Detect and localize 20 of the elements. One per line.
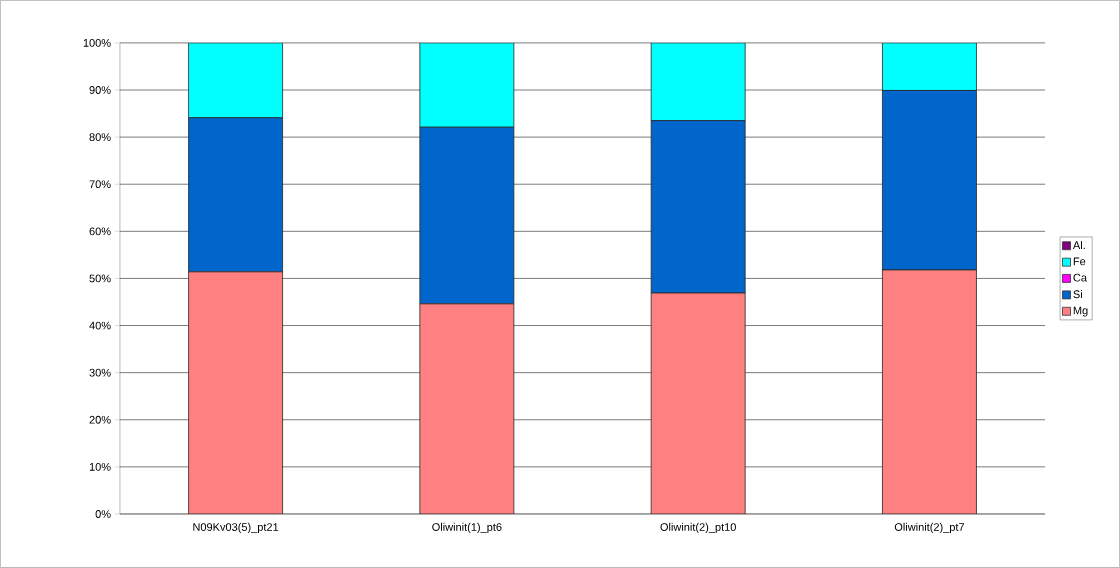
x-tick-label: Oliwinit(2)_pt7	[894, 522, 965, 534]
x-tick-label: Oliwinit(2)_pt10	[660, 522, 736, 534]
y-tick-label: 40%	[89, 321, 111, 330]
y-tick-label: 60%	[89, 227, 111, 236]
y-tick-label: 90%	[89, 86, 111, 94]
y-tick-label: 20%	[89, 415, 111, 424]
y-tick-label: 0%	[95, 510, 111, 518]
legend-label: Mg	[1073, 306, 1088, 317]
legend-label: Si	[1073, 290, 1082, 299]
y-tick-label: 100%	[83, 39, 111, 47]
y-tick-label: 30%	[89, 368, 111, 377]
legend-label: Fe	[1073, 257, 1086, 266]
y-tick-label: 80%	[89, 133, 111, 142]
y-tick-label: 10%	[89, 463, 111, 471]
y-tick-label: 70%	[89, 180, 111, 189]
y-tick-label: 50%	[89, 274, 111, 283]
x-tick-label: N09Kv03(5)_pt21	[193, 522, 279, 534]
legend-label: Al.	[1072, 241, 1085, 249]
legend-label: Ca	[1073, 273, 1087, 282]
x-tick-label: Oliwinit(1)_pt6	[432, 522, 502, 534]
